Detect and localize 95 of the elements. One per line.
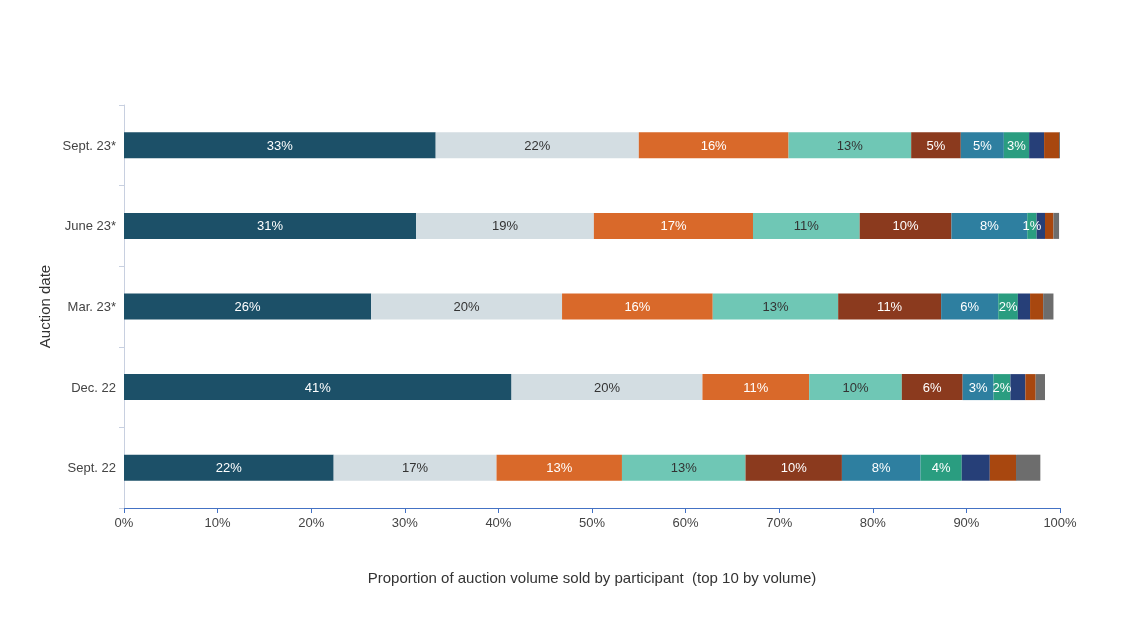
y-axis-title: Auction date — [35, 264, 53, 349]
bar — [911, 132, 961, 159]
y-tick-label: Sept. 23* — [62, 137, 116, 153]
data-label: 8% — [871, 460, 892, 476]
bar — [1010, 374, 1026, 401]
bar — [1030, 293, 1044, 320]
bar — [838, 293, 942, 320]
data-label: 13% — [836, 137, 864, 153]
bar — [960, 132, 1004, 159]
bar — [562, 293, 713, 320]
x-tick-label: 0% — [114, 515, 134, 530]
bar — [638, 132, 789, 159]
bar — [901, 374, 963, 401]
x-tick-label: 60% — [672, 515, 700, 530]
bar — [511, 374, 703, 401]
data-label: 1% — [1022, 218, 1042, 234]
bar — [1035, 374, 1046, 401]
data-label: 3% — [968, 379, 988, 395]
data-label: 22% — [524, 137, 551, 153]
y-tick-label: June 23* — [64, 218, 116, 234]
data-label: 26% — [234, 299, 261, 314]
data-label: 2% — [998, 299, 1018, 314]
bar — [788, 132, 912, 159]
bar — [859, 212, 952, 239]
bar — [752, 212, 860, 239]
bar — [841, 454, 921, 481]
bar — [961, 454, 990, 481]
y-tick-label: Sept. 22 — [67, 460, 116, 476]
x-tick-label: 30% — [391, 515, 419, 530]
data-label: 19% — [491, 218, 519, 234]
bar — [702, 374, 810, 401]
bar — [1053, 212, 1060, 239]
bar — [124, 374, 512, 401]
x-tick-label: 100% — [1043, 515, 1078, 530]
data-label: 20% — [453, 299, 481, 314]
data-label: 16% — [624, 299, 651, 314]
x-tick-label: 90% — [953, 515, 980, 530]
data-label: 16% — [700, 137, 728, 153]
data-label: 11% — [743, 379, 769, 395]
data-label: 17% — [402, 460, 429, 476]
bar — [920, 454, 962, 481]
x-tick-label: 50% — [578, 515, 606, 530]
data-label: 13% — [546, 460, 573, 476]
bar — [1025, 374, 1036, 401]
x-tick-label: 10% — [204, 515, 232, 530]
bar — [1043, 293, 1054, 320]
data-label: 6% — [960, 299, 980, 314]
bar — [712, 293, 839, 320]
data-label: 10% — [780, 460, 808, 476]
bar — [435, 132, 639, 159]
data-label: 13% — [670, 460, 698, 476]
data-label: 6% — [922, 379, 943, 395]
data-label: 41% — [304, 379, 332, 395]
bar — [124, 212, 417, 239]
data-label: 33% — [266, 137, 294, 153]
bar — [1045, 212, 1054, 239]
x-axis-title: Proportion of auction volume sold by participant (top 10 by volume) — [367, 569, 817, 586]
x-tick-label: 40% — [485, 515, 512, 530]
data-label: 5% — [972, 137, 993, 153]
data-label: 17% — [660, 218, 687, 234]
bar — [333, 454, 497, 481]
bar — [416, 212, 594, 239]
bar — [496, 454, 622, 481]
data-label: 10% — [892, 218, 919, 234]
data-label: 11% — [793, 218, 820, 234]
bar — [1029, 132, 1045, 159]
bar — [621, 454, 746, 481]
data-label: 3% — [1007, 137, 1027, 153]
bar — [124, 454, 334, 481]
data-label: 20% — [593, 379, 621, 395]
x-tick-label: 70% — [766, 515, 793, 530]
data-label: 31% — [257, 218, 284, 234]
y-tick-label: Dec. 22 — [71, 379, 116, 395]
bar — [1044, 132, 1060, 159]
bar — [1016, 454, 1041, 481]
bar — [1017, 293, 1031, 320]
data-label: 8% — [979, 218, 1000, 234]
data-label: 5% — [926, 137, 946, 153]
y-tick-label: Mar. 23* — [67, 299, 116, 314]
data-label: 11% — [877, 299, 903, 314]
bar — [809, 374, 902, 401]
bar — [371, 293, 563, 320]
data-label: 22% — [215, 460, 243, 476]
bar — [593, 212, 753, 239]
bar — [989, 454, 1017, 481]
bar — [941, 293, 999, 320]
data-label: 13% — [762, 299, 789, 314]
bar — [124, 132, 436, 159]
x-tick-label: 80% — [859, 515, 887, 530]
data-label: 10% — [842, 379, 869, 395]
bar — [124, 293, 372, 320]
bar — [745, 454, 842, 481]
data-label: 4% — [931, 460, 951, 476]
x-tick-label: 20% — [298, 515, 325, 530]
data-label: 2% — [992, 379, 1012, 395]
